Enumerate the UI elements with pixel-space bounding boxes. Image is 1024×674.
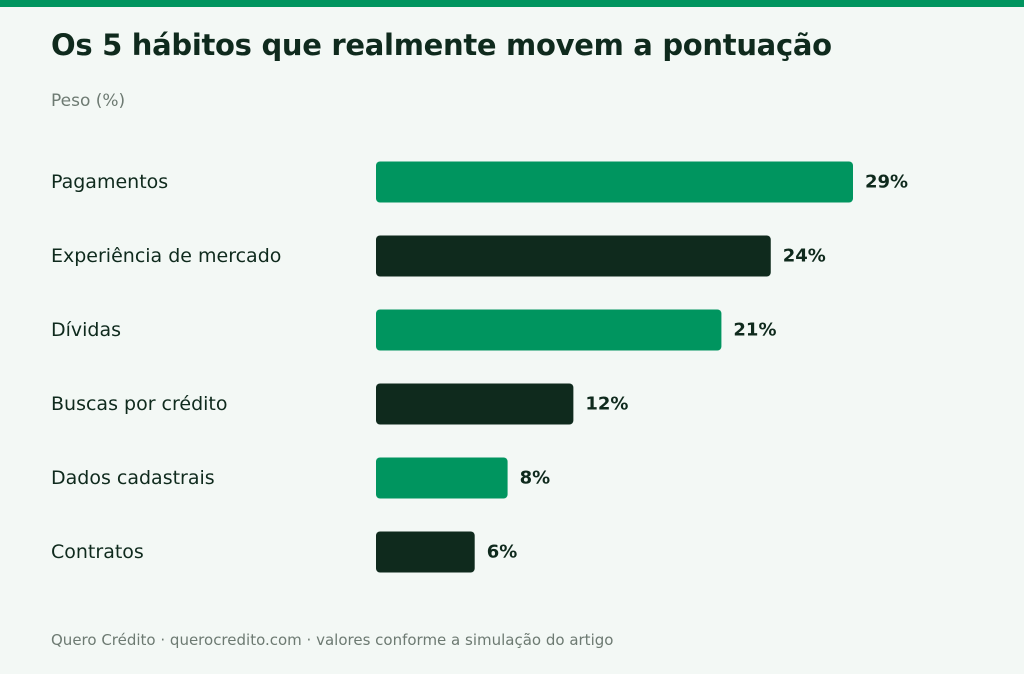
footer-source: Quero Crédito · querocredito.com · valor… xyxy=(51,631,614,649)
category-label: Experiência de mercado xyxy=(51,245,281,267)
bar xyxy=(376,309,722,351)
value-label: 24% xyxy=(783,246,826,267)
value-label: 29% xyxy=(865,172,908,193)
value-label: 6% xyxy=(487,542,518,563)
category-label: Dívidas xyxy=(51,319,121,341)
bar xyxy=(376,531,475,573)
value-label: 12% xyxy=(585,394,628,415)
bar xyxy=(376,457,508,499)
category-label: Pagamentos xyxy=(51,171,168,193)
top-accent-bar xyxy=(0,0,1024,7)
bar xyxy=(376,383,574,425)
bar xyxy=(376,235,771,277)
chart-title: Os 5 hábitos que realmente movem a pontu… xyxy=(51,28,832,62)
bar xyxy=(376,161,853,203)
value-label: 21% xyxy=(733,320,776,341)
chart-subtitle: Peso (%) xyxy=(51,91,126,111)
category-label: Dados cadastrais xyxy=(51,467,215,489)
value-label: 8% xyxy=(520,468,551,489)
category-label: Contratos xyxy=(51,541,144,563)
category-label: Buscas por crédito xyxy=(51,393,227,415)
